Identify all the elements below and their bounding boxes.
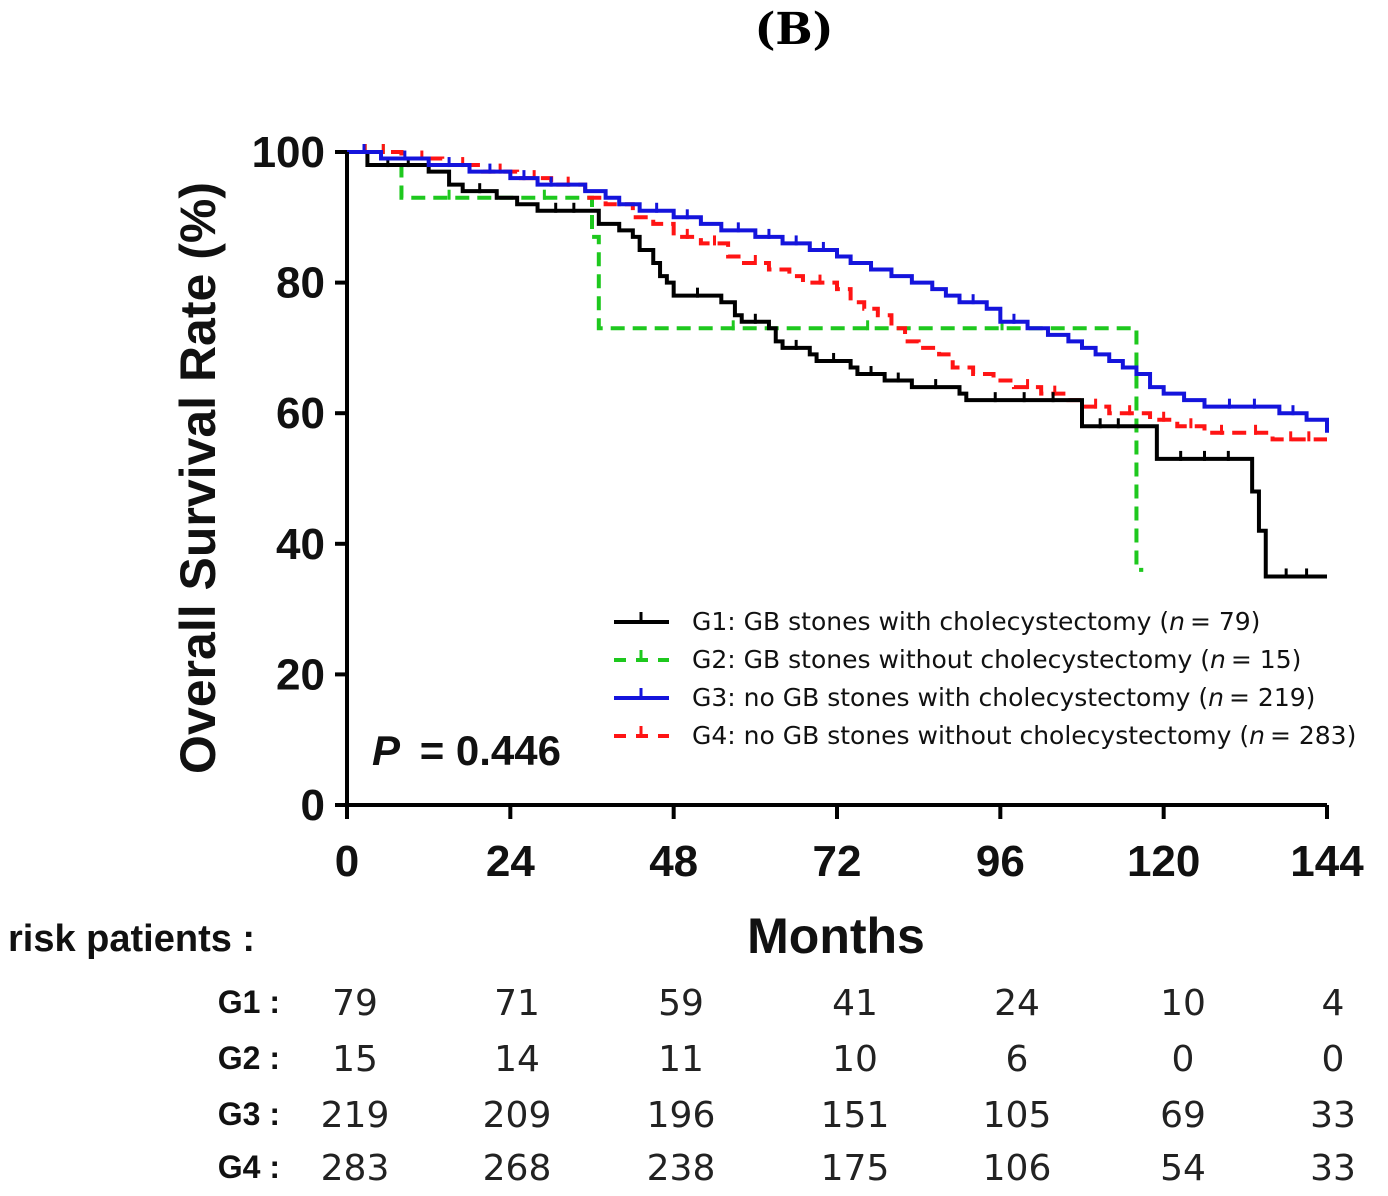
p-value-annotation: P = 0.446 (372, 727, 561, 774)
y-tick-label: 80 (276, 259, 325, 308)
risk-cell: 59 (658, 983, 704, 1024)
x-tick-label: 120 (1127, 837, 1200, 886)
legend-text: G2: GB stones without cholecystectomy ( (692, 645, 1210, 674)
risk-cell: 41 (832, 983, 878, 1024)
legend-text: G1: GB stones with cholecystectomy ( (692, 607, 1169, 636)
legend-label: G4: no GB stones without cholecystectomy… (692, 721, 1356, 750)
risk-cell: 219 (321, 1095, 390, 1136)
risk-row: G4 : 283 268 238 175 106 54 33 (218, 1148, 1356, 1189)
p-value-text: = 0.446 (420, 727, 561, 774)
risk-cell: 4 (1322, 983, 1345, 1024)
plot-area (347, 144, 1329, 579)
risk-cell: 15 (332, 1039, 378, 1080)
legend-n-label: n (1249, 721, 1265, 750)
legend-item-g4: G4: no GB stones without cholecystectomy… (614, 721, 1356, 750)
series-g1 (347, 150, 1327, 579)
risk-cell: 238 (647, 1148, 716, 1189)
risk-table-title: risk patients : (8, 918, 255, 960)
p-value-label: P (372, 727, 401, 774)
risk-row-label: G2 : (218, 1040, 280, 1076)
x-tick-label: 0 (335, 837, 359, 886)
risk-row: G2 : 15 14 11 10 6 0 0 (218, 1039, 1345, 1080)
risk-cell: 33 (1310, 1148, 1356, 1189)
risk-cell: 175 (821, 1148, 890, 1189)
legend-item-g1: G1: GB stones with cholecystectomy (n = 7… (614, 607, 1260, 636)
risk-cell: 209 (483, 1095, 552, 1136)
risk-cell: 54 (1160, 1148, 1206, 1189)
y-axis-title: Overall Survival Rate (%) (170, 182, 226, 774)
legend-n-label: n (1210, 645, 1226, 674)
series-g2 (347, 144, 1144, 572)
risk-table: G1 :79 71 59 41 24 10 4G2 :15 14 11 10 6 0 0G3 :219 2… (218, 983, 1356, 1189)
y-tick-label: 100 (252, 128, 325, 177)
series-g4 (347, 144, 1327, 442)
x-tick-label: 72 (813, 837, 862, 886)
legend-label: G3: no GB stones with cholecystectomy (n… (692, 683, 1315, 712)
risk-cell: 283 (321, 1148, 390, 1189)
x-tick-label: 144 (1290, 837, 1364, 886)
risk-cell: 105 (983, 1095, 1052, 1136)
x-ticks: 0 24 48 72 96 120 144 (335, 805, 1364, 886)
risk-cell: 71 (494, 983, 540, 1024)
risk-row-label: G3 : (218, 1096, 280, 1132)
legend-item-g2: G2: GB stones without cholecystectomy (n… (614, 645, 1301, 674)
y-tick-label: 60 (276, 389, 325, 438)
y-tick-label: 20 (276, 650, 325, 699)
legend-n-value: = 283) (1270, 721, 1356, 750)
risk-cell: 10 (832, 1039, 878, 1080)
legend-n-label: n (1208, 683, 1224, 712)
x-tick-label: 24 (486, 837, 535, 886)
x-axis-title: Months (747, 908, 925, 964)
y-tick-label: 0 (301, 781, 325, 830)
risk-cell: 0 (1322, 1039, 1345, 1080)
y-tick-label: 40 (276, 520, 325, 569)
risk-cell: 151 (821, 1095, 890, 1136)
legend-n-value: = 219) (1229, 683, 1315, 712)
risk-row-label: G4 : (218, 1149, 280, 1185)
legend-text: G3: no GB stones with cholecystectomy ( (692, 683, 1208, 712)
risk-row-label: G1 : (218, 984, 280, 1020)
panel-label: (B) (755, 4, 834, 55)
legend-label: G2: GB stones without cholecystectomy (n… (692, 645, 1301, 674)
legend-text: G4: no GB stones without cholecystectomy… (692, 721, 1249, 750)
survival-curve-g3 (347, 150, 1329, 433)
legend-n-value: = 79) (1190, 607, 1260, 636)
risk-cell: 69 (1160, 1095, 1206, 1136)
x-tick-label: 96 (976, 837, 1025, 886)
risk-row: G1 : 79 71 59 41 24 10 4 (218, 983, 1345, 1024)
legend-n-value: = 15) (1231, 645, 1301, 674)
risk-cell: 33 (1310, 1095, 1356, 1136)
risk-cell: 10 (1160, 983, 1206, 1024)
survival-curve-g2 (347, 150, 1144, 572)
risk-cell: 268 (483, 1148, 552, 1189)
legend: G1: GB stones with cholecystectomy (n = 7… (614, 607, 1356, 750)
survival-curve-g1 (347, 150, 1327, 579)
risk-cell: 6 (1006, 1039, 1029, 1080)
risk-cell: 0 (1172, 1039, 1195, 1080)
risk-cell: 11 (658, 1039, 704, 1080)
survival-curve-g4 (347, 150, 1327, 442)
x-tick-label: 48 (649, 837, 698, 886)
legend-n-label: n (1169, 607, 1185, 636)
series-g3 (347, 144, 1329, 433)
risk-cell: 106 (983, 1148, 1052, 1189)
risk-cell: 196 (647, 1095, 716, 1136)
risk-cell: 14 (494, 1039, 540, 1080)
legend-item-g3: G3: no GB stones with cholecystectomy (n… (614, 683, 1315, 712)
risk-row: G3 : 219 209 196 151 105 69 33 (218, 1095, 1356, 1136)
y-ticks: 0 20 40 60 80 100 (252, 128, 347, 830)
legend-label: G1: GB stones with cholecystectomy (n = 7… (692, 607, 1260, 636)
risk-cell: 24 (994, 983, 1040, 1024)
risk-cell: 79 (332, 983, 378, 1024)
